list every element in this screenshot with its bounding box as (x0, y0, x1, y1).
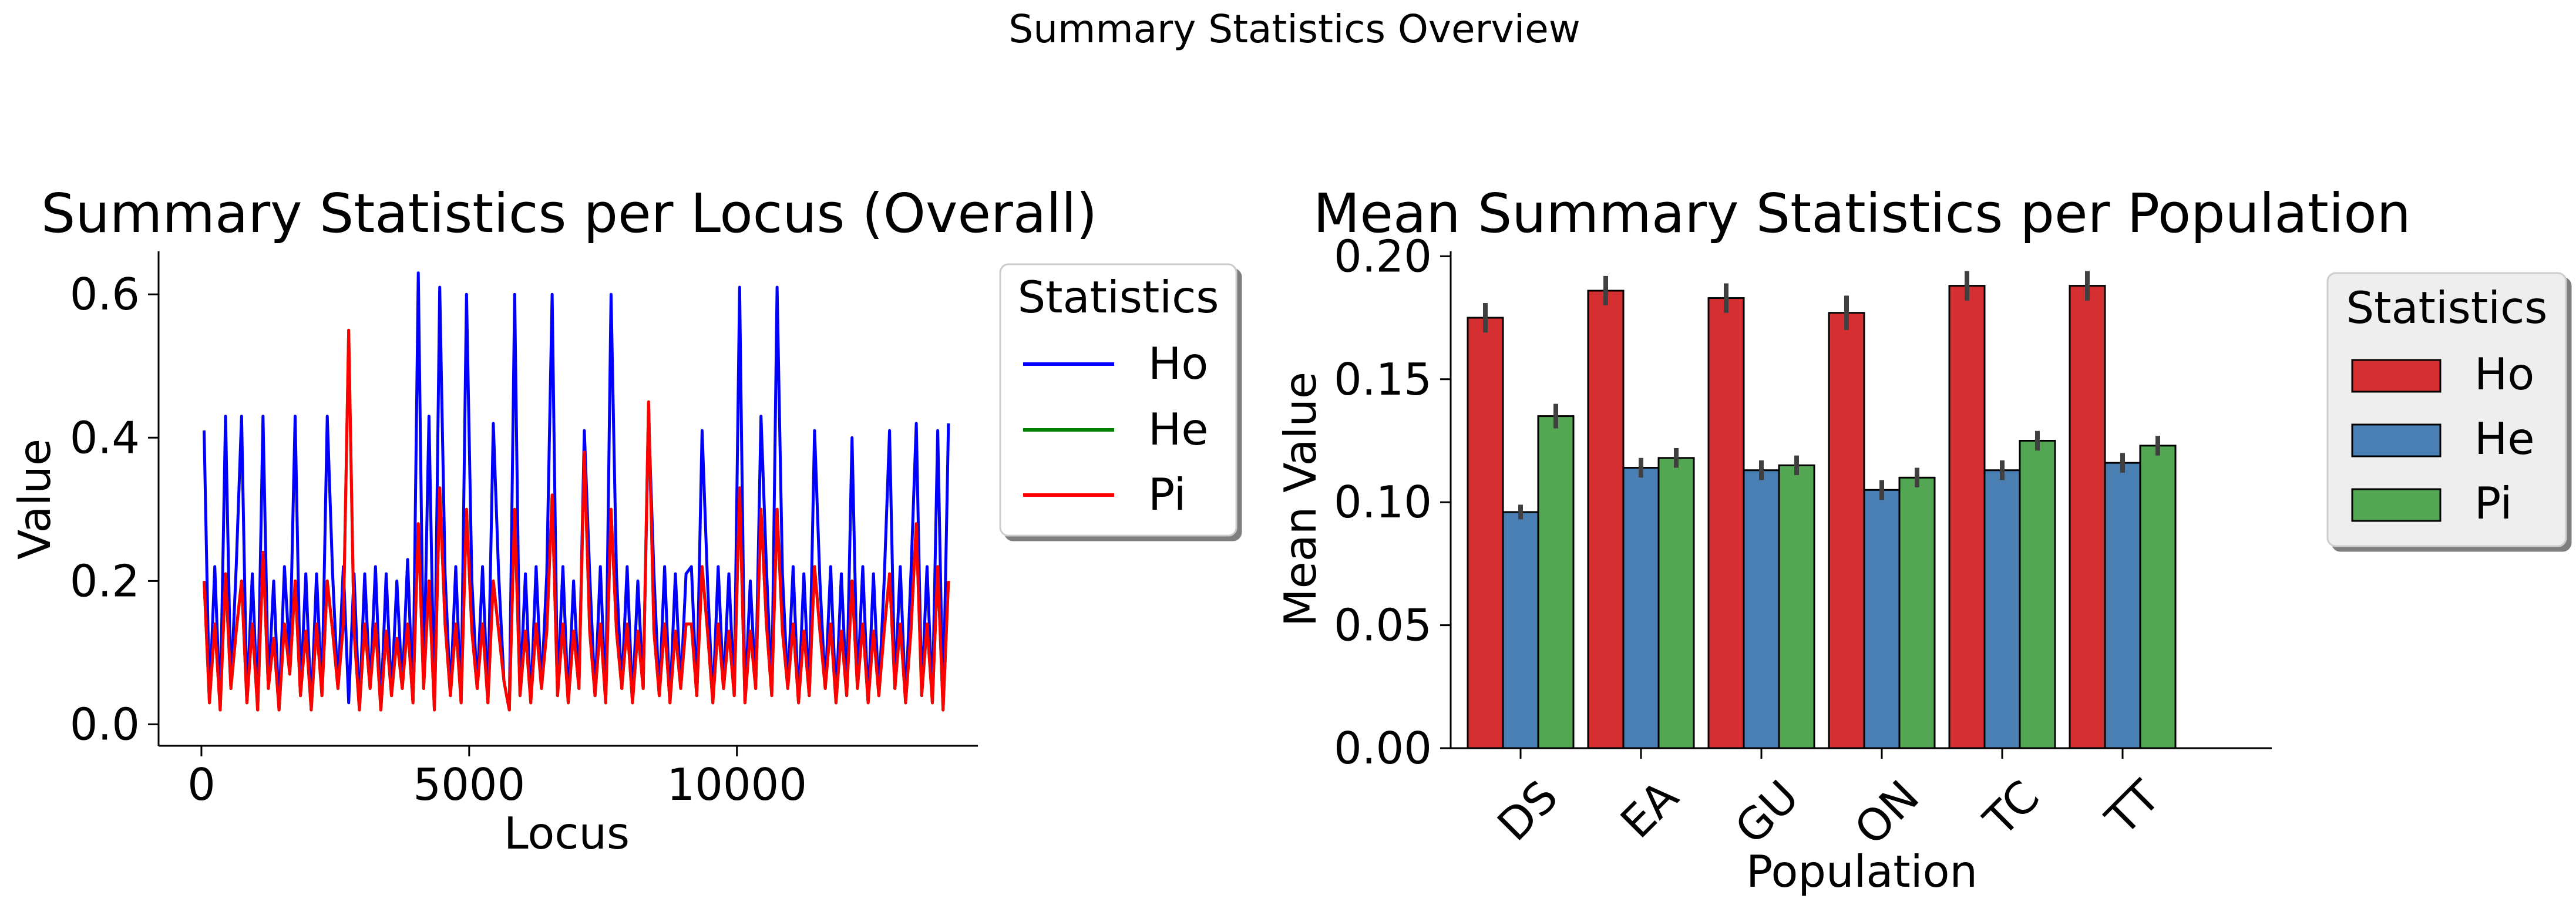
line-y-tick-label: 0.4 (70, 412, 140, 463)
bar-tc-pi (2019, 439, 2056, 749)
line-y-tick-label: 0.0 (70, 698, 140, 750)
bar-legend-swatch-ho (2351, 359, 2442, 393)
bar-ds-ho (1467, 317, 1504, 749)
bar-x-tick-label: TC (1973, 770, 2049, 846)
bar-y-tick-label: 0.05 (1334, 600, 1432, 651)
bar-y-tick-label: 0.10 (1334, 476, 1432, 528)
bar-x-tick-label: EA (1610, 770, 1688, 848)
bar-legend-label-ho: Ho (2474, 348, 2534, 400)
bar-tt-pi (2139, 445, 2177, 749)
line-x-tick-label: 5000 (413, 759, 525, 810)
line-series-pi (203, 328, 950, 712)
bar-y-tick-label: 0.20 (1334, 230, 1432, 282)
bar-gu-he (1743, 469, 1780, 749)
line-chart-legend: Statistics Ho He Pi (999, 263, 1237, 537)
bar-ds-pi (1537, 415, 1575, 749)
line-chart-series (203, 271, 950, 712)
bar-chart-bars (1467, 271, 2177, 749)
bar-gu-pi (1778, 464, 1815, 749)
bar-chart-title: Mean Summary Statistics per Population (1313, 182, 2411, 245)
bar-chart-x-ticks: DS EA GU ON TC TT (1488, 748, 2171, 855)
bar-chart-xlabel: Population (1746, 846, 1978, 897)
line-chart-axes (157, 251, 978, 747)
bar-legend-swatch-he (2351, 423, 2442, 457)
bar-tc-ho (1948, 285, 1986, 749)
bar-chart-legend-title: Statistics (2346, 282, 2548, 334)
bar-gu-ho (1707, 297, 1745, 749)
bar-legend-label-pi: Pi (2474, 477, 2512, 529)
bar-on-he (1863, 489, 1901, 749)
bar-tt-he (2104, 462, 2141, 749)
bar-on-ho (1828, 312, 1865, 749)
line-x-tick-label: 10000 (667, 759, 807, 810)
bar-on-pi (1898, 476, 1936, 749)
bar-chart: Mean Summary Statistics per Population D… (1274, 182, 2567, 897)
line-chart-x-ticks: 0 5000 10000 (187, 746, 807, 810)
bar-ea-ho (1587, 290, 1625, 749)
line-y-tick-label: 0.2 (70, 555, 140, 607)
bar-chart-ylabel: Mean Value (1274, 372, 1326, 627)
bar-ds-he (1502, 511, 1539, 749)
bar-chart-legend-box (2326, 272, 2567, 547)
figure-suptitle: Summary Statistics Overview (1008, 6, 1580, 52)
line-y-tick-label: 0.6 (70, 268, 140, 320)
line-chart-legend-box (999, 263, 1237, 537)
bar-legend-swatch-pi (2351, 488, 2442, 522)
line-chart: Summary Statistics per Locus (Overall) 0… (9, 182, 1237, 859)
bar-x-tick-label: ON (1845, 770, 1929, 855)
line-chart-y-ticks: 0.0 0.2 0.4 0.6 (70, 268, 159, 750)
bar-x-tick-label: TT (2096, 770, 2171, 845)
bar-tc-he (1983, 469, 2021, 749)
bar-x-tick-label: GU (1725, 770, 1808, 854)
bar-chart-y-ticks: 0.00 0.05 0.10 0.15 0.20 (1334, 230, 1451, 774)
bar-ea-he (1622, 467, 1660, 749)
bar-chart-legend: Statistics Ho He Pi (2326, 272, 2567, 547)
legend-label-he: He (1148, 403, 1209, 455)
line-chart-xlabel: Locus (504, 807, 630, 859)
legend-label-pi: Pi (1148, 469, 1186, 520)
bar-legend-label-he: He (2474, 413, 2535, 465)
line-chart-legend-title: Statistics (1018, 271, 1219, 323)
bar-y-tick-label: 0.15 (1334, 354, 1432, 405)
line-x-tick-label: 0 (187, 759, 216, 810)
bar-x-tick-label: DS (1488, 770, 1568, 851)
legend-label-ho: Ho (1148, 338, 1208, 389)
bar-chart-axes (1450, 251, 2272, 749)
line-chart-ylabel: Value (9, 439, 60, 560)
line-chart-title: Summary Statistics per Locus (Overall) (41, 182, 1097, 245)
bar-tt-ho (2069, 285, 2106, 749)
bar-ea-pi (1657, 457, 1695, 749)
bar-y-tick-label: 0.00 (1334, 722, 1432, 774)
